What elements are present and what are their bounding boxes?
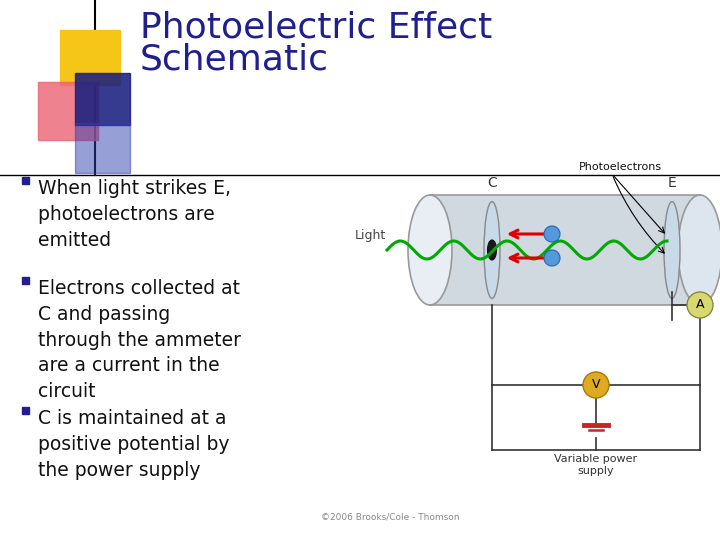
Text: Variable power
supply: Variable power supply [554, 454, 638, 476]
Bar [22, 407, 29, 414]
Circle shape [544, 250, 560, 266]
Ellipse shape [678, 195, 720, 305]
Text: E: E [667, 176, 676, 190]
Ellipse shape [487, 240, 497, 260]
Text: Electrons collected at
C and passing
through the ammeter
are a current in the
ci: Electrons collected at C and passing thr… [38, 279, 241, 401]
Text: V: V [592, 379, 600, 392]
Bar [22, 277, 29, 284]
Bar [75, 123, 130, 173]
Text: A: A [696, 299, 704, 312]
Text: Photoelectrons: Photoelectrons [578, 162, 662, 172]
Bar [60, 30, 120, 85]
Text: When light strikes E,
photoelectrons are
emitted: When light strikes E, photoelectrons are… [38, 179, 231, 249]
Ellipse shape [664, 201, 680, 299]
Text: Schematic: Schematic [140, 42, 329, 76]
Text: ©2006 Brooks/Cole - Thomson: ©2006 Brooks/Cole - Thomson [320, 513, 459, 522]
Circle shape [544, 226, 560, 242]
Bar [22, 177, 29, 184]
Ellipse shape [484, 201, 500, 299]
Circle shape [687, 292, 713, 318]
Text: Photoelectric Effect: Photoelectric Effect [140, 10, 492, 44]
Bar [430, 195, 700, 305]
Ellipse shape [408, 195, 452, 305]
Circle shape [583, 372, 609, 398]
Text: Light: Light [355, 228, 386, 241]
Bar [38, 82, 98, 140]
Bar [38, 82, 98, 140]
Text: C is maintained at a
positive potential by
the power supply: C is maintained at a positive potential … [38, 409, 230, 480]
Bar [75, 73, 130, 125]
Text: C: C [487, 176, 497, 190]
